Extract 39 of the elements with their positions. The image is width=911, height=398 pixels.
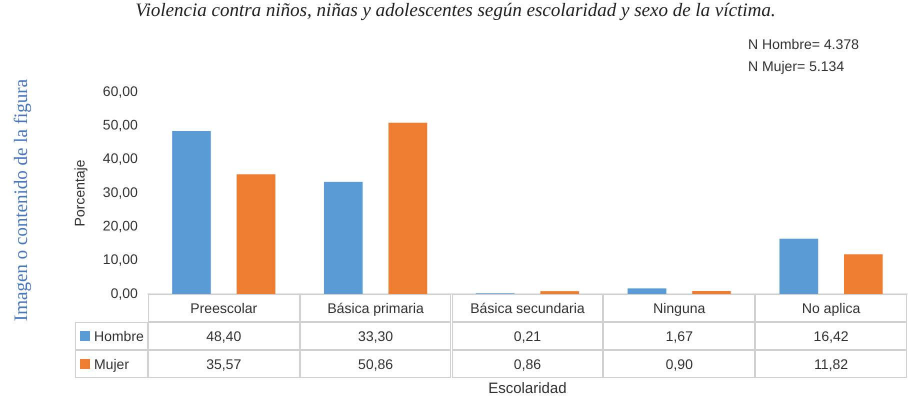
y-tick-label: 50,00 [102,116,138,133]
text: N Hombre= 4.378 [748,36,859,52]
x-tick-label: No aplica [755,294,907,322]
bar [540,291,580,294]
legend-label: Mujer [94,356,130,372]
data-label: 33,30 [300,322,452,350]
x-tick-label: Básica primaria [300,294,452,322]
data-label: 0,90 [603,350,756,378]
legend-label: Hombre [94,328,144,344]
bar [172,131,211,294]
bar [692,290,731,294]
bar [388,122,428,294]
y-tick-label: 60,00 [102,82,138,99]
bar [236,174,276,294]
bar [628,288,666,294]
x-tick-label: Preescolar [148,294,300,322]
bar [844,254,883,294]
y-axis-title: Porcentaje [71,159,88,226]
chart-title: Violencia contra niños, niñas y adolescentes según escolaridad y sexo de la víctima. [134,0,777,22]
y-tick-label: 40,00 [102,150,138,166]
data-label: 48,40 [148,322,300,350]
x-tick-label: Ninguna [603,294,756,322]
y-tick-label: 30,00 [102,184,138,200]
x-tick-label: Básica secundaria [452,294,604,322]
data-label: 0,86 [452,350,604,378]
data-label: 1,67 [603,322,756,350]
y-tick-label: 0,00 [110,284,138,301]
data-label: 16,42 [755,322,907,350]
text: N Mujer= 5.134 [748,58,844,74]
text: Imagen o contenido de la figura [11,78,33,322]
data-label: 11,82 [755,350,907,378]
data-label: 35,57 [148,350,300,378]
x-axis-title: Escolaridad [487,380,568,397]
y-tick-label: 10,00 [102,251,138,268]
data-label: 50,86 [300,350,452,378]
bar [324,182,363,294]
y-tick-label: 20,00 [102,218,138,234]
data-label: 0,21 [452,322,604,350]
bar [779,238,818,294]
